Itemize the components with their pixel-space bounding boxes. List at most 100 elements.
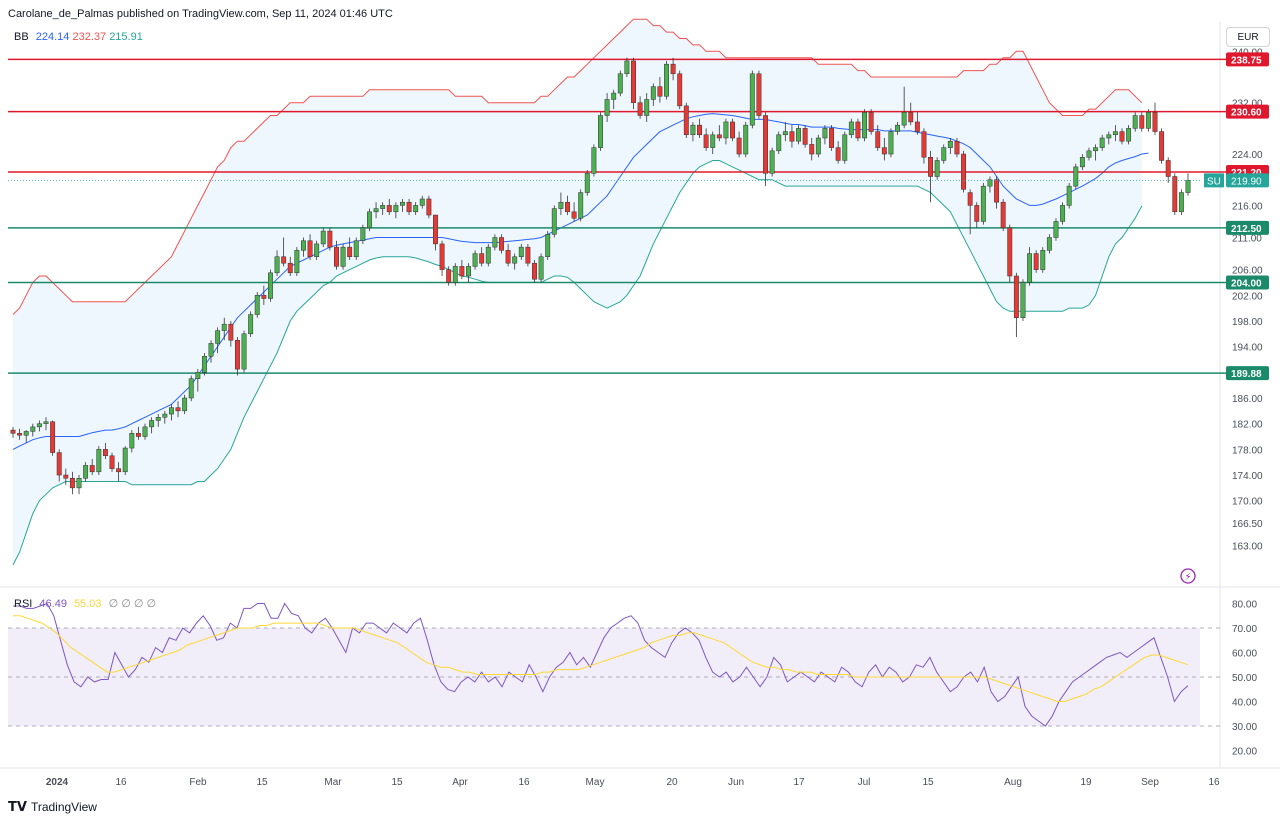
candle-body bbox=[1099, 137, 1105, 148]
candle-body bbox=[499, 237, 504, 251]
candle-body bbox=[611, 92, 617, 100]
y-tick-label: 202.00 bbox=[1232, 291, 1263, 302]
currency-button[interactable]: EUR bbox=[1226, 27, 1270, 47]
x-tick-label: 2024 bbox=[46, 777, 69, 788]
candle-body bbox=[802, 128, 808, 145]
candle-body bbox=[584, 173, 590, 193]
candle-body bbox=[129, 433, 135, 449]
level-label: 238.75 bbox=[1231, 55, 1262, 66]
candle-body bbox=[908, 112, 914, 123]
candle-body bbox=[1119, 131, 1125, 142]
level-label-box bbox=[1226, 52, 1269, 67]
candle-body bbox=[815, 137, 821, 155]
candle-body bbox=[703, 134, 709, 148]
candle-body bbox=[763, 115, 768, 174]
candle-body bbox=[360, 227, 366, 241]
candle-body bbox=[776, 134, 782, 152]
candle-body bbox=[690, 124, 696, 136]
candle-body bbox=[796, 128, 801, 142]
y-tick-label: 194.00 bbox=[1232, 343, 1263, 354]
candle-body bbox=[941, 147, 947, 161]
candle-body bbox=[393, 205, 399, 213]
candle-body bbox=[334, 246, 339, 267]
candle-body bbox=[855, 121, 861, 139]
candle-body bbox=[43, 421, 49, 424]
candle-body bbox=[353, 240, 359, 258]
candle-body bbox=[1046, 237, 1052, 251]
candle-body bbox=[492, 237, 498, 248]
candle-body bbox=[1079, 157, 1085, 168]
rsi-value: 46.49 bbox=[39, 598, 67, 610]
candle-body bbox=[267, 272, 273, 299]
candle-body bbox=[446, 269, 452, 283]
candle-body bbox=[76, 478, 82, 489]
candle-body bbox=[287, 262, 293, 274]
candle-body bbox=[598, 115, 603, 148]
rsi-y-tick-label: 30.00 bbox=[1232, 722, 1257, 733]
candle-body bbox=[413, 205, 419, 213]
candle-body bbox=[1040, 250, 1046, 270]
y-tick-label: 232.00 bbox=[1232, 99, 1263, 110]
candle-body bbox=[974, 205, 980, 222]
candle-body bbox=[149, 420, 155, 428]
level-label-box bbox=[1226, 220, 1269, 235]
rsi-label: RSI bbox=[14, 598, 33, 610]
candle-body bbox=[558, 201, 564, 209]
x-tick-label: 15 bbox=[256, 777, 268, 788]
candle-body bbox=[994, 179, 1000, 203]
candle-body bbox=[921, 131, 927, 158]
candle-body bbox=[234, 339, 240, 370]
rsi-legend: RSI 46.49 55.03 ∅ ∅ ∅ ∅ bbox=[14, 597, 160, 610]
last-price-label: 219.90 bbox=[1231, 176, 1262, 187]
x-tick-label: 19 bbox=[1080, 777, 1092, 788]
candle-body bbox=[1007, 227, 1013, 277]
candle-body bbox=[122, 447, 128, 473]
x-tick-label: Apr bbox=[452, 777, 468, 788]
candle-body bbox=[162, 413, 168, 418]
candle-body bbox=[571, 211, 577, 219]
y-tick-label: 182.00 bbox=[1232, 420, 1263, 431]
candle-body bbox=[1145, 112, 1151, 129]
candle-body bbox=[294, 250, 300, 274]
publish-line: Carolane_de_Palmas published on TradingV… bbox=[8, 8, 393, 20]
candle-body bbox=[895, 124, 901, 132]
candle-body bbox=[10, 429, 16, 434]
y-tick-label: 170.00 bbox=[1232, 497, 1263, 508]
y-tick-label: 198.00 bbox=[1232, 317, 1263, 328]
candle-body bbox=[17, 433, 23, 436]
candle-body bbox=[1020, 282, 1026, 319]
candle-body bbox=[888, 131, 894, 155]
candle-body bbox=[1185, 180, 1191, 193]
candle-body bbox=[723, 121, 729, 139]
candle-body bbox=[934, 160, 940, 177]
candle-body bbox=[426, 198, 432, 216]
candle-body bbox=[228, 323, 234, 341]
candle-body bbox=[1066, 185, 1072, 206]
candle-body bbox=[591, 147, 597, 174]
rsi-y-tick-label: 80.00 bbox=[1232, 600, 1257, 611]
candle-body bbox=[1152, 112, 1158, 132]
candle-body bbox=[419, 198, 425, 206]
candle-body bbox=[710, 134, 716, 148]
candle-body bbox=[479, 253, 485, 264]
candle-body bbox=[525, 246, 531, 264]
y-tick-label: 206.00 bbox=[1232, 266, 1263, 277]
candle-body bbox=[512, 256, 518, 264]
candle-body bbox=[749, 73, 755, 126]
x-tick-label: 16 bbox=[1208, 777, 1220, 788]
candle-body bbox=[1126, 128, 1132, 142]
candle-body bbox=[967, 192, 973, 206]
candle-body bbox=[1060, 205, 1066, 222]
candle-body bbox=[862, 112, 867, 139]
candle-body bbox=[433, 214, 438, 245]
x-tick-label: Mar bbox=[324, 777, 342, 788]
candle-body bbox=[1159, 131, 1165, 161]
candle-body bbox=[248, 314, 254, 335]
candle-body bbox=[730, 121, 735, 139]
bb-label: BB bbox=[14, 31, 29, 43]
footer: 𝗧𝗩 TradingView bbox=[8, 799, 97, 815]
candle-body bbox=[518, 246, 524, 258]
level-label-box bbox=[1226, 366, 1269, 381]
candle-body bbox=[1086, 150, 1092, 158]
